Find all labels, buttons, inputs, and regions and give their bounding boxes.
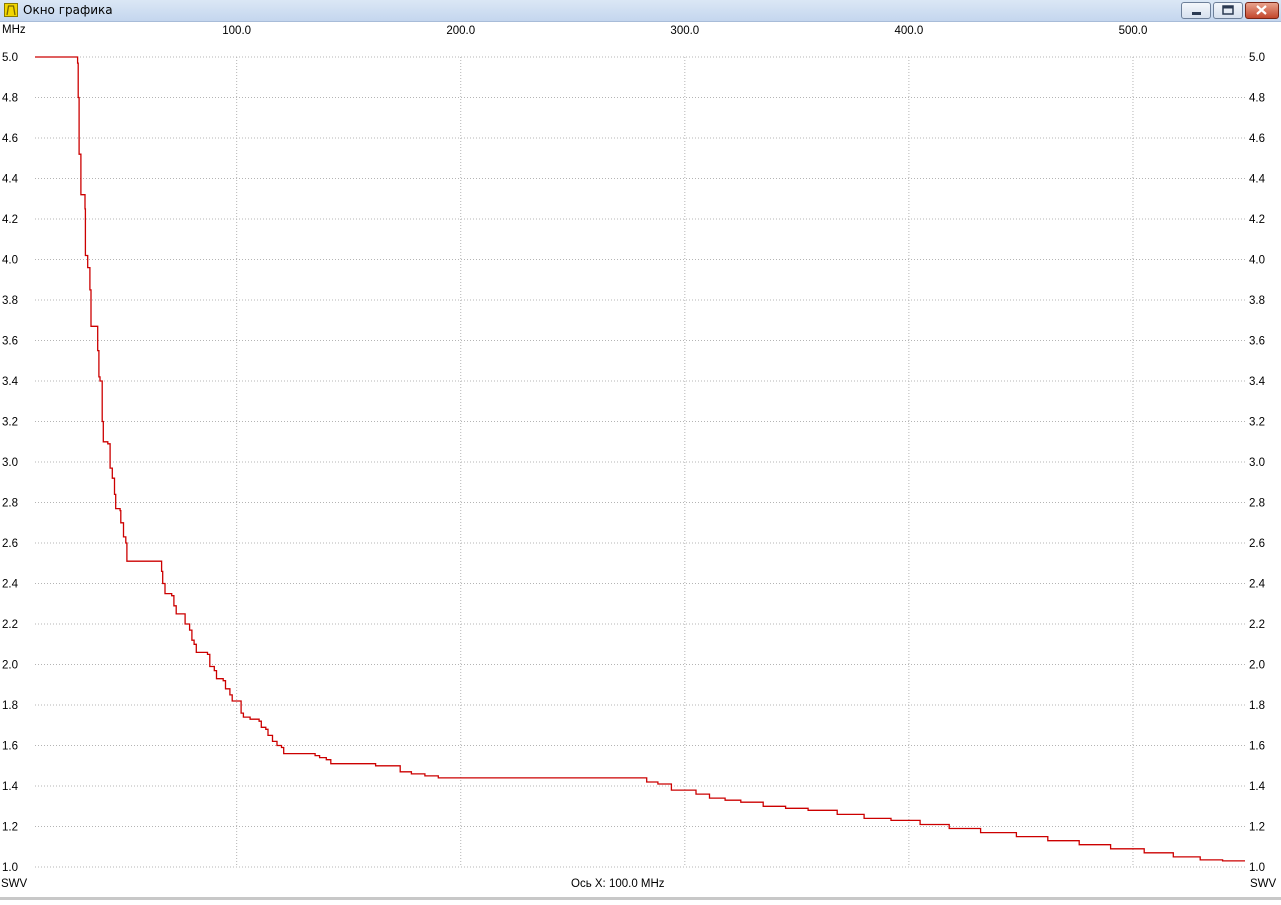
y-tick-label-right: 2.2 xyxy=(1249,619,1265,631)
y-tick-label-left: 2.2 xyxy=(2,619,18,631)
y-tick-label-left: 1.4 xyxy=(2,781,19,793)
y-tick-label-right: 3.0 xyxy=(1249,457,1265,469)
y-tick-label-left: 1.6 xyxy=(2,741,18,753)
y-tick-label-right: 1.0 xyxy=(1249,862,1265,874)
y-tick-label-left: 4.2 xyxy=(2,214,18,226)
maximize-button[interactable] xyxy=(1213,2,1243,19)
y-tick-label-left: 4.6 xyxy=(2,133,18,145)
y-tick-label-left: 4.4 xyxy=(2,174,19,186)
y-tick-label-right: 1.4 xyxy=(1249,781,1266,793)
window-title: Окно графика xyxy=(23,3,113,17)
y-tick-label-left: 2.0 xyxy=(2,660,18,672)
y-tick-label-left: 3.4 xyxy=(2,376,19,388)
minimize-button[interactable] xyxy=(1181,2,1211,19)
y-tick-label-right: 2.6 xyxy=(1249,538,1265,550)
y-tick-label-left: 2.8 xyxy=(2,498,18,510)
y-tick-label-right: 3.6 xyxy=(1249,336,1265,348)
y-tick-label-left: 4.8 xyxy=(2,93,18,105)
y-tick-label-right: 4.4 xyxy=(1249,174,1266,186)
y-tick-label-left: 5.0 xyxy=(2,52,18,64)
y-tick-label-right: 4.6 xyxy=(1249,133,1265,145)
y-tick-label-right: 2.4 xyxy=(1249,579,1266,591)
x-tick-label: 100.0 xyxy=(222,25,251,37)
y-tick-label-left: 1.0 xyxy=(2,862,18,874)
y-tick-label-left: 2.6 xyxy=(2,538,18,550)
y-tick-label-left: 1.2 xyxy=(2,822,18,834)
y-tick-label-right: 3.2 xyxy=(1249,417,1265,429)
y-tick-label-right: 2.8 xyxy=(1249,498,1265,510)
y-tick-label-right: 1.6 xyxy=(1249,741,1265,753)
minimize-icon xyxy=(1192,12,1201,15)
y-tick-label-right: 1.8 xyxy=(1249,700,1265,712)
y-tick-label-right: 3.4 xyxy=(1249,376,1266,388)
close-icon xyxy=(1256,5,1267,15)
x-tick-label: 400.0 xyxy=(894,25,923,37)
y-tick-label-left: 2.4 xyxy=(2,579,19,591)
x-tick-label: 500.0 xyxy=(1119,25,1148,37)
y-axis-label-left: SWV xyxy=(1,878,28,890)
y-tick-label-left: 3.0 xyxy=(2,457,18,469)
y-tick-label-right: 4.8 xyxy=(1249,93,1265,105)
x-tick-label: 200.0 xyxy=(446,25,475,37)
y-tick-label-left: 3.8 xyxy=(2,295,18,307)
maximize-icon xyxy=(1222,5,1234,15)
chart-area[interactable]: 5.0 5.0 4.8 4.8 4.6 4.6 4.4 4.4 4.2 4.2 4.0 4.0 3.8 3… xyxy=(0,22,1281,900)
y-tick-label-right: 5.0 xyxy=(1249,52,1265,64)
y-tick-label-left: 1.8 xyxy=(2,700,18,712)
y-tick-label-right: 1.2 xyxy=(1249,822,1265,834)
y-tick-label-right: 4.0 xyxy=(1249,255,1265,267)
swr-chart[interactable]: 5.0 5.0 4.8 4.8 4.6 4.6 4.4 4.4 4.2 4.2 4.0 4.0 3.8 3… xyxy=(0,22,1281,900)
status-strip xyxy=(0,897,1281,900)
y-tick-label-left: 3.2 xyxy=(2,417,18,429)
window-titlebar[interactable]: Окно графика xyxy=(0,0,1281,22)
chart-app-icon xyxy=(4,3,18,17)
y-tick-label-left: 3.6 xyxy=(2,336,18,348)
x-tick-label: 300.0 xyxy=(670,25,699,37)
y-tick-label-right: 4.2 xyxy=(1249,214,1265,226)
y-tick-label-right: 3.8 xyxy=(1249,295,1265,307)
swr-series-line xyxy=(35,56,1245,862)
y-unit-label: MHz xyxy=(2,24,26,36)
y-axis-label-right: SWV xyxy=(1250,878,1277,890)
y-tick-label-left: 4.0 xyxy=(2,255,18,267)
y-tick-label-right: 2.0 xyxy=(1249,660,1265,672)
close-button[interactable] xyxy=(1245,2,1279,19)
x-axis-caption: Ось X: 100.0 MHz xyxy=(571,878,665,890)
